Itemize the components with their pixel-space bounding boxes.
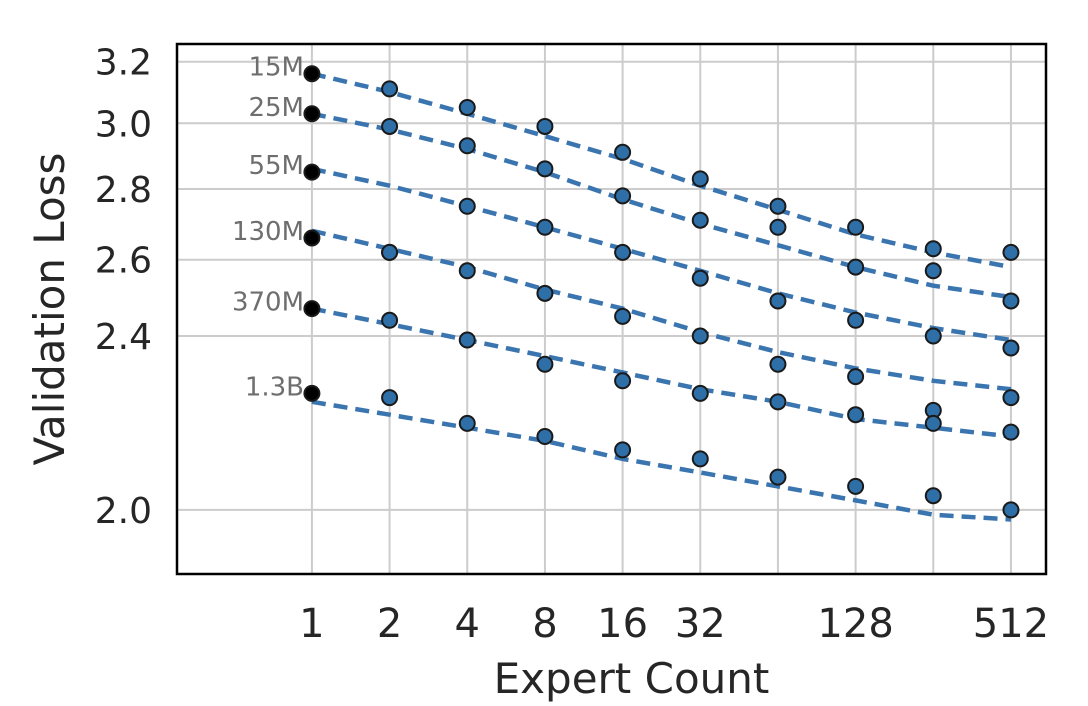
y-tick-label: 3.2 xyxy=(95,43,152,84)
data-point xyxy=(381,389,399,407)
data-point xyxy=(769,393,787,411)
series-label: 55M xyxy=(248,151,304,181)
data-point xyxy=(769,197,787,215)
data-point xyxy=(458,137,476,155)
y-tick-label: 2.8 xyxy=(95,170,152,211)
data-point xyxy=(458,98,476,116)
y-tick-labels: 2.0 2.4 2.6 2.8 3.0 3.2 xyxy=(95,43,152,532)
data-point xyxy=(847,258,865,276)
x-tick-label: 512 xyxy=(973,601,1049,647)
data-point xyxy=(1002,501,1020,519)
baseline-point xyxy=(303,300,321,318)
x-axis-title: Expert Count xyxy=(494,654,770,703)
data-point xyxy=(847,311,865,329)
data-point xyxy=(614,372,632,390)
x-tick-label: 4 xyxy=(455,601,480,647)
data-point xyxy=(769,292,787,310)
series-label: 130M xyxy=(232,217,304,247)
data-point xyxy=(614,307,632,325)
data-point xyxy=(536,218,554,236)
data-point xyxy=(847,368,865,386)
x-tick-labels: 1 2 4 8 16 32 128 512 xyxy=(299,601,1049,647)
series-label: 25M xyxy=(248,93,304,123)
data-point xyxy=(536,117,554,135)
y-tick-label: 3.0 xyxy=(95,104,152,145)
data-point xyxy=(458,262,476,280)
data-point xyxy=(691,327,709,345)
data-point xyxy=(691,384,709,402)
data-point xyxy=(458,197,476,215)
y-tick-label: 2.6 xyxy=(95,241,152,282)
data-point xyxy=(1002,339,1020,357)
data-point xyxy=(1002,243,1020,261)
baseline-point xyxy=(303,229,321,247)
baseline-point xyxy=(303,163,321,181)
data-point xyxy=(614,441,632,459)
data-point xyxy=(1002,423,1020,441)
baseline-point xyxy=(303,384,321,402)
fit-line xyxy=(311,71,1012,270)
data-point xyxy=(381,117,399,135)
data-point xyxy=(381,311,399,329)
fit-line xyxy=(311,306,1012,439)
data-point xyxy=(769,468,787,486)
series-labels: 15M 25M 55M 130M 370M 1.3B xyxy=(232,53,304,403)
y-axis-title: Validation Loss xyxy=(25,153,74,466)
data-point xyxy=(614,143,632,161)
data-point xyxy=(1002,389,1020,407)
plot-frame xyxy=(175,42,1048,576)
data-point xyxy=(536,160,554,178)
data-point xyxy=(458,331,476,349)
data-point xyxy=(691,211,709,229)
series-label: 15M xyxy=(248,53,304,83)
data-point xyxy=(1002,292,1020,310)
data-point xyxy=(924,240,942,258)
y-tick-label: 2.4 xyxy=(95,317,152,358)
data-point xyxy=(924,414,942,432)
data-point xyxy=(614,243,632,261)
series-label: 370M xyxy=(232,288,304,318)
baseline-point xyxy=(303,105,321,123)
x-tick-label: 2 xyxy=(377,601,402,647)
data-point xyxy=(381,80,399,98)
x-tick-label: 8 xyxy=(532,601,557,647)
x-tick-label: 32 xyxy=(675,601,726,647)
x-tick-label: 16 xyxy=(597,601,648,647)
fit-line xyxy=(311,166,1012,343)
baseline-point xyxy=(303,65,321,83)
data-point xyxy=(536,355,554,373)
data-point xyxy=(847,477,865,495)
data-point xyxy=(458,414,476,432)
data-point xyxy=(847,406,865,424)
y-tick-label: 2.0 xyxy=(95,491,152,532)
data-point xyxy=(769,218,787,236)
data-point xyxy=(691,450,709,468)
data-point xyxy=(381,243,399,261)
x-tick-label: 128 xyxy=(817,601,893,647)
x-tick-label: 1 xyxy=(299,601,324,647)
data-point xyxy=(691,269,709,287)
data-point xyxy=(769,355,787,373)
data-point xyxy=(536,428,554,446)
data-point xyxy=(924,487,942,505)
data-point xyxy=(691,170,709,188)
fit-line xyxy=(311,228,1012,392)
data-point xyxy=(847,218,865,236)
series-label: 1.3B xyxy=(245,372,304,402)
fit-lines xyxy=(311,71,1012,522)
fit-line xyxy=(311,399,1012,522)
data-point xyxy=(614,187,632,205)
data-points xyxy=(303,65,1020,519)
data-point xyxy=(536,284,554,302)
data-point xyxy=(924,327,942,345)
fit-line xyxy=(311,111,1012,300)
data-point xyxy=(924,262,942,280)
